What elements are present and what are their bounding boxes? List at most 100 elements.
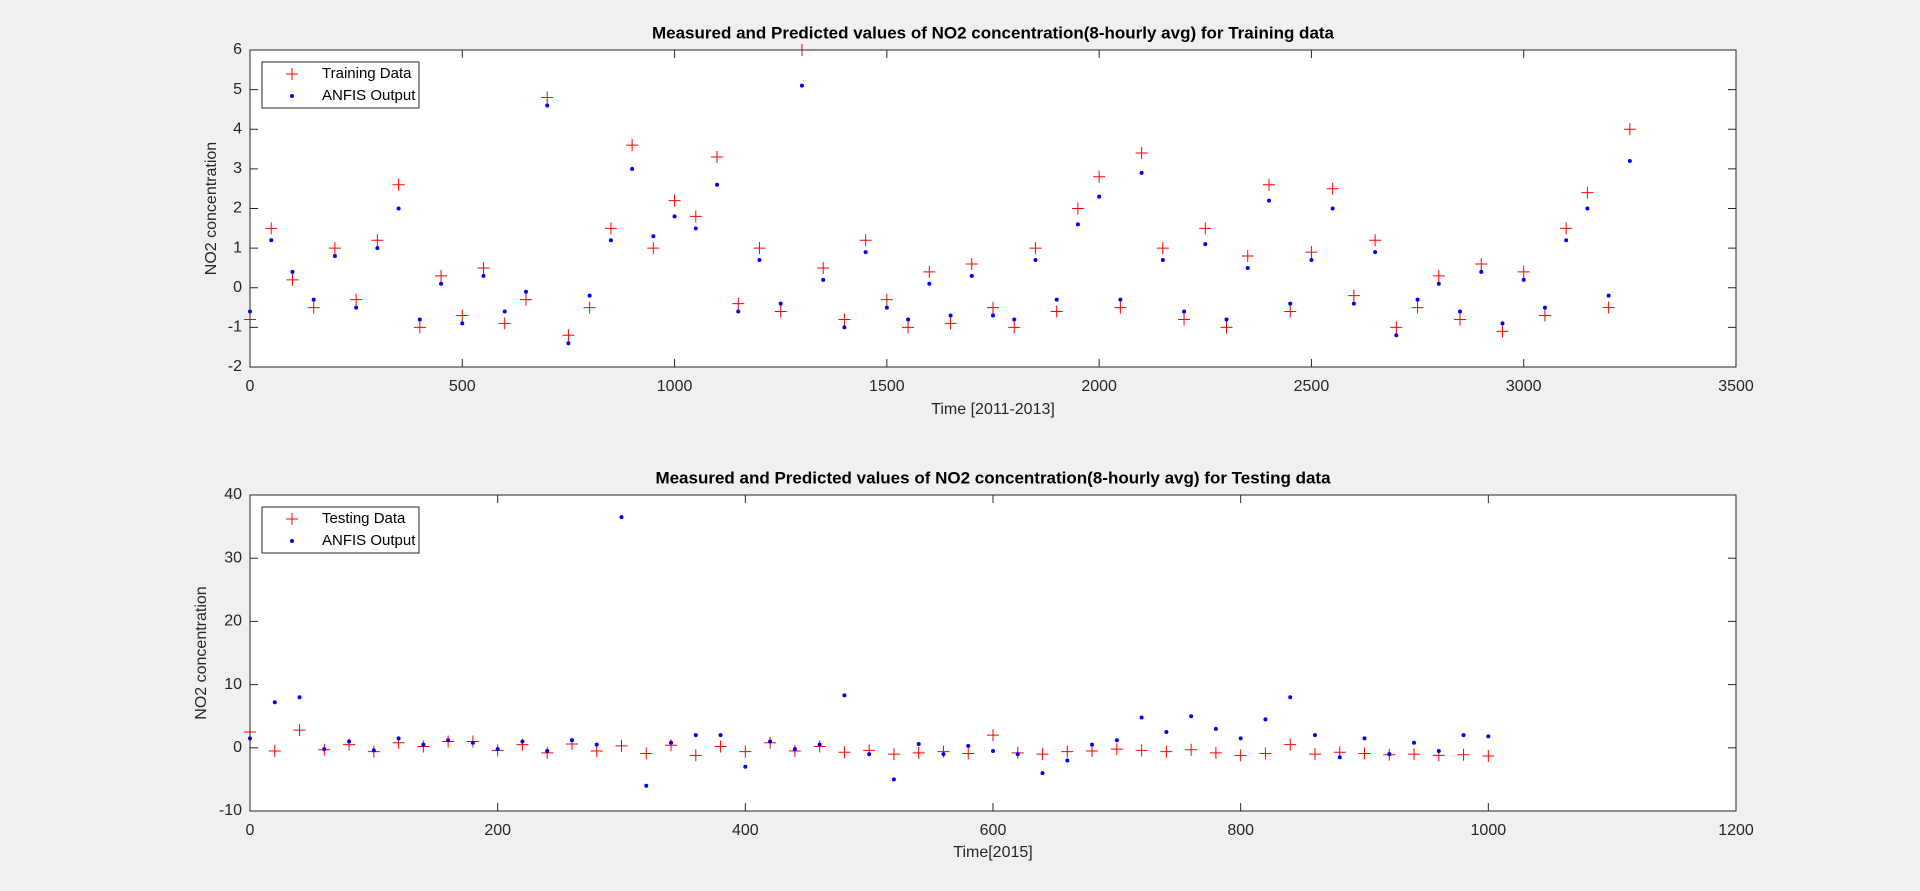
axes: Measured and Predicted values of NO2 con…	[193, 468, 1754, 861]
plus-marker	[1457, 748, 1470, 761]
axes-box	[249, 49, 1737, 368]
dot-marker	[446, 738, 451, 743]
dot-marker	[1500, 321, 1505, 326]
plus-marker	[615, 739, 628, 752]
dot-marker	[1097, 194, 1102, 199]
plot-area	[250, 495, 1736, 811]
plus-marker	[640, 747, 653, 760]
dot-marker	[1606, 293, 1611, 298]
dot-marker	[718, 733, 723, 738]
plus-marker	[668, 194, 681, 207]
plus-marker	[1135, 744, 1148, 757]
legend-label: Testing Data	[322, 510, 406, 527]
dot-marker	[1288, 695, 1293, 700]
dot-marker	[1114, 738, 1119, 743]
legend-label: ANFIS Output	[322, 87, 416, 104]
plus-marker	[392, 178, 405, 191]
plus-marker	[1482, 750, 1495, 763]
dot-marker	[991, 313, 995, 318]
plus-marker	[1284, 738, 1297, 751]
dot-marker	[1585, 206, 1590, 211]
plus-marker	[519, 293, 532, 306]
plus-marker	[1135, 147, 1148, 160]
dot-marker	[821, 277, 826, 282]
x-tick-label: 3000	[1506, 378, 1542, 395]
dot-marker	[1312, 733, 1317, 738]
plus-marker	[838, 313, 851, 326]
plus-marker	[268, 744, 281, 757]
dot-marker	[1054, 297, 1059, 302]
plus-marker	[1326, 182, 1339, 195]
dot-marker	[297, 695, 302, 700]
x-tick-label: 0	[246, 378, 255, 395]
x-tick-label: 400	[732, 822, 759, 839]
plus-marker	[732, 297, 745, 310]
plus-marker	[1156, 242, 1169, 255]
plus-marker	[1199, 222, 1212, 235]
plus-marker	[1234, 749, 1247, 762]
x-tick-label: 600	[980, 822, 1007, 839]
legend-label: Training Data	[322, 65, 412, 82]
dot-marker	[1118, 297, 1123, 302]
dot-marker	[693, 226, 698, 231]
chart-title: Measured and Predicted values of NO2 con…	[655, 468, 1331, 487]
dot-marker	[396, 736, 401, 741]
plus-marker	[590, 744, 603, 757]
plus-marker	[350, 293, 363, 306]
dot-marker	[778, 301, 783, 306]
plus-marker	[413, 321, 426, 334]
legend-label: ANFIS Output	[322, 532, 416, 549]
plus-marker	[435, 269, 448, 282]
plus-marker	[307, 301, 320, 314]
plus-marker	[1623, 123, 1636, 136]
dot-marker	[693, 733, 698, 738]
y-axis-label: NO2 concentration	[203, 142, 220, 275]
dot-marker	[1362, 736, 1367, 741]
plus-marker	[1086, 744, 1099, 757]
dot-marker	[948, 313, 953, 318]
dot-marker	[1012, 317, 1017, 322]
dot-marker	[566, 341, 571, 346]
y-tick-label: 2	[233, 200, 242, 217]
dot-marker	[545, 748, 550, 753]
plus-marker	[1560, 222, 1573, 235]
plus-marker	[1517, 265, 1530, 278]
y-tick-label: -1	[228, 319, 242, 336]
legend-box	[261, 61, 420, 109]
dot-marker	[332, 254, 337, 259]
plus-marker	[1358, 747, 1371, 760]
dot-marker	[1337, 755, 1342, 760]
dot-marker	[1351, 301, 1356, 306]
legend: Training Data ANFIS Output	[261, 61, 420, 109]
plus-marker	[371, 234, 384, 247]
plus-marker	[1347, 289, 1360, 302]
plus-marker	[1284, 305, 1297, 318]
dot-marker	[594, 742, 599, 747]
chart-title: Measured and Predicted values of NO2 con…	[652, 23, 1335, 42]
series	[244, 44, 1636, 342]
plus-marker	[1036, 748, 1049, 761]
dot-marker	[1075, 222, 1080, 227]
plus-marker	[1185, 743, 1198, 756]
dot-marker	[1436, 281, 1441, 286]
dot-marker	[768, 739, 773, 744]
dot-marker	[1330, 206, 1335, 211]
dot-marker	[863, 250, 868, 255]
dot-marker	[630, 166, 635, 171]
plus-marker	[293, 724, 306, 737]
dot-marker	[460, 321, 465, 326]
dot-marker	[520, 739, 525, 744]
plus-marker	[987, 729, 999, 742]
plus-marker	[714, 740, 727, 753]
dot-marker	[1486, 734, 1491, 739]
plus-marker	[962, 747, 975, 760]
dot-marker	[290, 539, 294, 543]
plus-marker	[1308, 748, 1321, 761]
dot-marker	[1564, 238, 1569, 243]
dot-marker	[1040, 771, 1045, 776]
dot-marker	[1387, 752, 1392, 757]
dot-marker	[1139, 170, 1144, 175]
dot-marker	[736, 309, 741, 314]
dot-marker	[608, 238, 613, 243]
dot-marker	[1224, 317, 1229, 322]
